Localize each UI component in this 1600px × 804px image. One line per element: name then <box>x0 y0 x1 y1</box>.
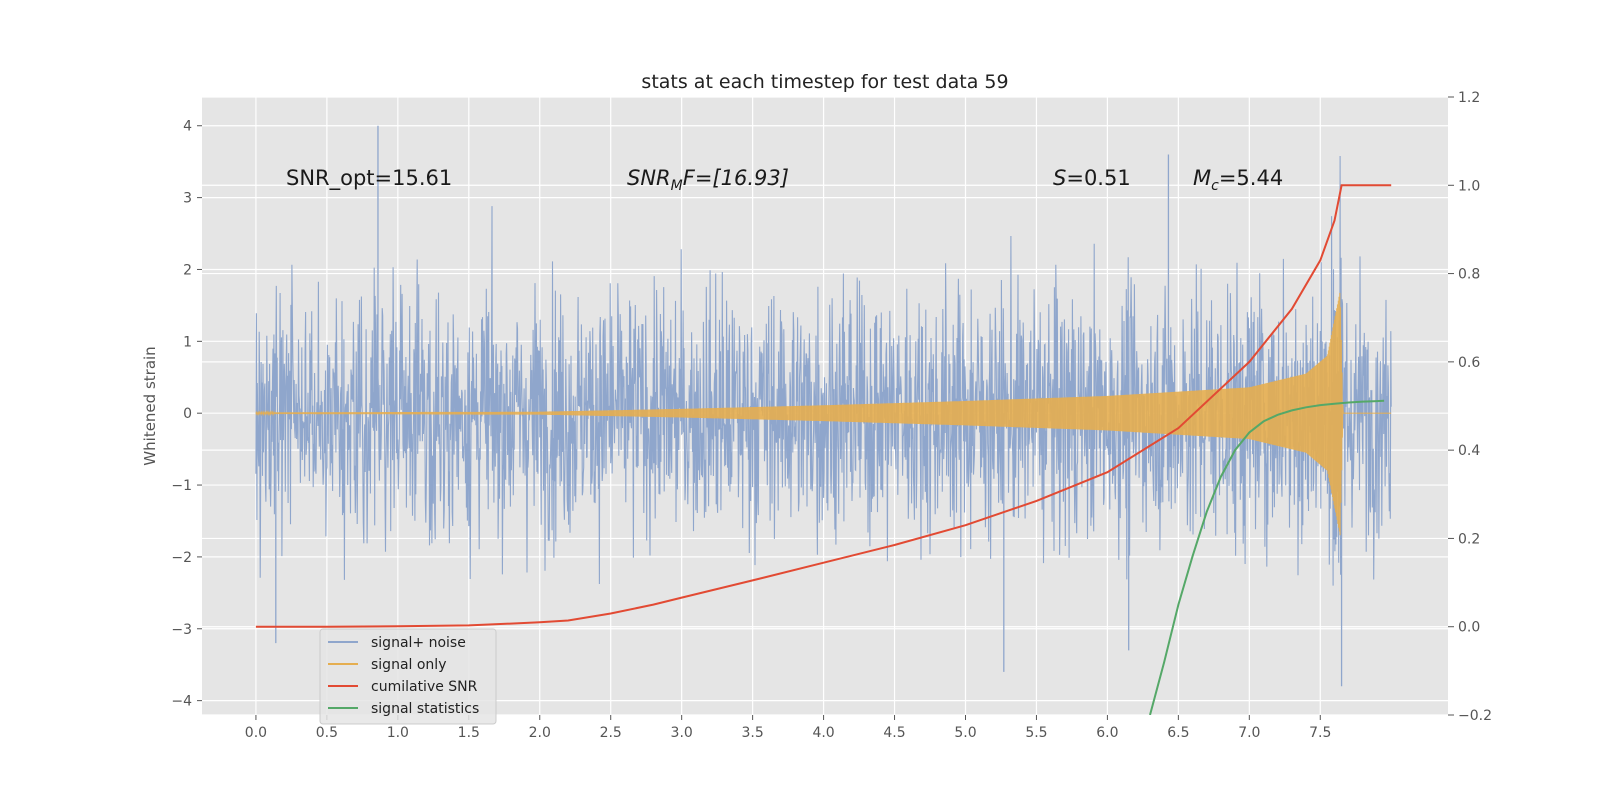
y-right-tick-label: −0.2 <box>1458 708 1492 724</box>
y-left-tick-label: 2 <box>183 262 192 278</box>
y-right-tick-label: 1.2 <box>1458 90 1480 106</box>
legend: signal+ noise signal only cumilative SNR… <box>319 628 497 725</box>
y-left-tick-label: 1 <box>183 334 192 350</box>
x-tick-label: 4.0 <box>812 725 834 741</box>
x-tick-label: 1.5 <box>458 725 480 741</box>
y-left-tick-label: 4 <box>183 119 192 135</box>
cumulative-snr-line <box>255 184 1392 628</box>
y-right-tick-label: 0.6 <box>1458 355 1480 371</box>
axes: 0.0 0.5 1.0 1.5 2.0 2.5 3.0 3.5 4.0 4.5 5.0 5.5 6.0 6… <box>171 90 1492 741</box>
mc-subscript: c <box>1211 178 1219 194</box>
y-right-tick-label: 0.2 <box>1458 531 1480 547</box>
signal-only-line <box>255 292 1392 536</box>
x-tick-label: 5.0 <box>954 725 976 741</box>
mc-value: =5.44 <box>1219 166 1283 190</box>
x-tick-label: 3.0 <box>671 725 693 741</box>
y-axis-label: Whitened strain <box>141 346 159 465</box>
snr-mf-subscript: M <box>671 178 683 194</box>
x-tick-label: 2.5 <box>600 725 622 741</box>
s-value: =0.51 <box>1066 166 1130 190</box>
snr-mf-annotation: SNRMF=[16.93] <box>627 166 789 194</box>
s-annotation: S=0.51 <box>1053 166 1131 190</box>
y-left-tick-label: −3 <box>171 622 192 638</box>
y-right-tick-label: 0.8 <box>1458 267 1480 283</box>
s-variable: S <box>1053 166 1066 190</box>
x-tick-label: 7.0 <box>1238 725 1260 741</box>
x-tick-label: 6.0 <box>1096 725 1118 741</box>
y-left-tick-label: −4 <box>171 694 192 710</box>
mc-variable: M <box>1193 166 1211 190</box>
legend-box <box>319 628 497 725</box>
x-tick-label: 4.5 <box>883 725 905 741</box>
x-tick-label: 7.5 <box>1309 725 1331 741</box>
signal-statistics-line <box>1149 399 1385 715</box>
y-left-tick-label: 0 <box>183 406 192 422</box>
x-tick-label: 0.0 <box>245 725 267 741</box>
snr-mf-rest: F=[16.93] <box>683 166 789 190</box>
x-tick-label: 1.0 <box>387 725 409 741</box>
y-right-tick-label: 0.4 <box>1458 443 1480 459</box>
x-tick-label: 5.5 <box>1025 725 1047 741</box>
legend-label-cumulative-snr: cumilative SNR <box>371 679 478 695</box>
legend-label-signal-statistics: signal statistics <box>371 701 479 717</box>
y-right-tick-label: 1.0 <box>1458 178 1480 194</box>
y-left-tick-label: −1 <box>171 478 192 494</box>
x-tick-label: 3.5 <box>741 725 763 741</box>
mc-annotation: Mc=5.44 <box>1193 166 1283 194</box>
snr-opt-annotation: SNR_opt=15.61 <box>286 166 452 191</box>
signal-only-layer <box>255 292 1392 536</box>
statistic-lines-layer <box>255 184 1392 715</box>
snr-mf-main: SNR <box>627 166 671 190</box>
x-tick-label: 2.0 <box>529 725 551 741</box>
legend-label-signal-only: signal only <box>371 657 446 673</box>
y-left-tick-label: −2 <box>171 550 192 566</box>
y-left-tick-label: 3 <box>183 191 192 207</box>
chart-title: stats at each timestep for test data 59 <box>641 71 1008 93</box>
y-right-tick-label: 0.0 <box>1458 620 1480 636</box>
x-tick-label: 6.5 <box>1167 725 1189 741</box>
legend-label-signal-noise: signal+ noise <box>371 635 466 651</box>
x-tick-label: 0.5 <box>316 725 338 741</box>
